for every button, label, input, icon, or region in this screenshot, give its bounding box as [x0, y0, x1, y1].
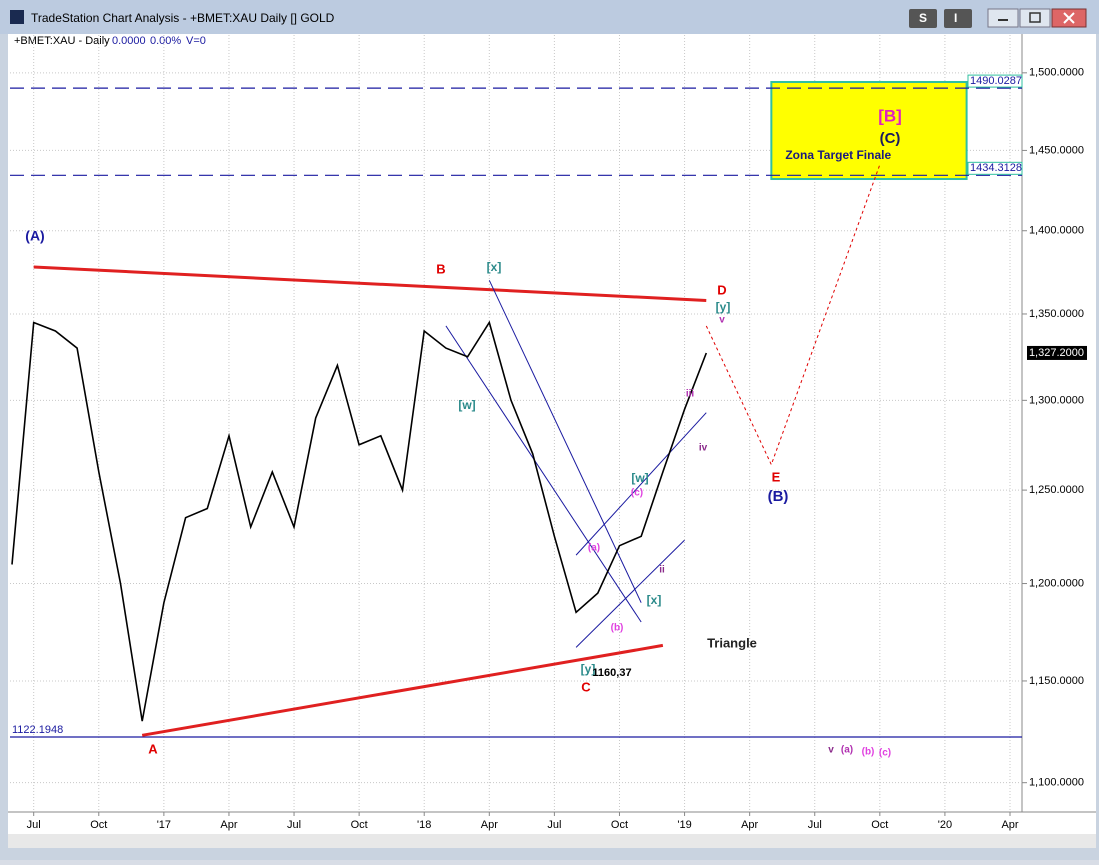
x-tick-label: Apr — [741, 819, 758, 831]
wave-label: (c) — [631, 488, 643, 499]
x-tick-label: Oct — [90, 819, 107, 831]
level-label: 1434.3128 — [970, 162, 1022, 174]
target-zone — [770, 81, 968, 181]
wave-label: B — [436, 261, 445, 276]
app-icon — [10, 10, 24, 24]
wave-label: D — [717, 282, 726, 297]
wave-label: (C) — [880, 130, 901, 147]
wave-label: [y] — [716, 300, 731, 314]
level-label: 1490.0287 — [970, 75, 1022, 87]
y-tick-label: 1,350.0000 — [1029, 308, 1084, 320]
s-button-label: S — [919, 11, 927, 25]
wave-label: ii — [659, 565, 665, 576]
x-tick-label: '17 — [157, 819, 171, 831]
scrollbar[interactable] — [8, 834, 1096, 848]
close-icon — [1063, 12, 1075, 24]
trendline — [445, 325, 642, 623]
wave-label: iv — [699, 443, 708, 454]
i-button[interactable] — [944, 9, 972, 28]
change-label: 0.0000 — [112, 35, 146, 47]
x-tick-label: Oct — [611, 819, 628, 831]
y-tick-label: 1,450.0000 — [1029, 144, 1084, 156]
x-tick-label: Apr — [220, 819, 237, 831]
x-tick-label: Oct — [351, 819, 368, 831]
maximize-icon — [1029, 12, 1041, 23]
x-tick-label: Oct — [871, 819, 888, 831]
wave-label: (b) — [862, 747, 875, 758]
y-tick-label: 1,150.0000 — [1029, 675, 1084, 687]
x-tick-label: '19 — [677, 819, 691, 831]
wave-label: E — [772, 469, 781, 484]
y-tick-label: 1,100.0000 — [1029, 777, 1084, 789]
wave-label: [w] — [631, 471, 648, 485]
wave-label: (B) — [768, 488, 789, 505]
window-title: TradeStation Chart Analysis - +BMET:XAU … — [31, 11, 335, 25]
symbol-label: +BMET:XAU - Daily — [14, 35, 110, 47]
maximize-button[interactable] — [1019, 8, 1051, 28]
wave-label: [y] — [581, 662, 596, 676]
x-tick-label: '20 — [938, 819, 952, 831]
wave-label: iii — [686, 389, 695, 400]
level-label-box — [967, 74, 1023, 88]
wave-label: C — [581, 679, 591, 694]
wave-label: 1160,37 — [592, 667, 631, 679]
x-tick-label: '18 — [417, 819, 431, 831]
trendline — [488, 280, 642, 603]
last-price-label: 1,327.2000 — [1029, 347, 1084, 359]
target-zone-label: Zona Target Finale — [785, 148, 891, 162]
wave-label: [B] — [878, 106, 902, 125]
x-tick-label: Apr — [1001, 819, 1018, 831]
trendline — [575, 539, 685, 648]
y-tick-label: 1,250.0000 — [1029, 484, 1084, 496]
trendline — [141, 643, 664, 737]
wave-label: v — [828, 745, 834, 756]
y-tick-label: 1,500.0000 — [1029, 67, 1084, 79]
s-button[interactable] — [909, 9, 937, 28]
wave-label: [w] — [458, 398, 475, 412]
wave-label: A — [148, 741, 158, 756]
plot: Jul Oct '17 Apr Jul Oct '18 Apr Jul Oct '19 Apr Jul O… — [10, 35, 1087, 831]
trendline — [575, 412, 707, 556]
y-tick-label: 1,200.0000 — [1029, 577, 1084, 589]
y-tick-label: 1,300.0000 — [1029, 394, 1084, 406]
wave-label: [x] — [647, 593, 662, 607]
price-line — [11, 320, 708, 722]
level-label-box — [967, 161, 1023, 175]
wave-label: (b) — [611, 623, 624, 634]
wave-label: (a) — [588, 543, 600, 554]
volume-label: V=0 — [186, 35, 206, 47]
wave-label: Triangle — [707, 635, 757, 650]
x-tick-label: Jul — [808, 819, 822, 831]
x-tick-label: Apr — [481, 819, 498, 831]
level-label: 1122.1948 — [12, 724, 63, 736]
wave-label: (A) — [25, 228, 44, 244]
y-tick-label: 1,400.0000 — [1029, 225, 1084, 237]
wave-label: [x] — [487, 260, 502, 274]
i-button-label: I — [954, 11, 957, 25]
last-price-box — [1027, 345, 1087, 360]
change-pct-label: 0.00% — [150, 35, 181, 47]
x-tick-label: Jul — [547, 819, 561, 831]
x-tick-label: Jul — [287, 819, 301, 831]
wave-label: v — [719, 315, 725, 326]
minimize-button[interactable] — [987, 8, 1019, 28]
x-tick-label: Jul — [27, 819, 41, 831]
wave-label: (c) — [879, 748, 891, 759]
trendline — [33, 265, 707, 302]
wave-label: (a) — [841, 745, 853, 756]
